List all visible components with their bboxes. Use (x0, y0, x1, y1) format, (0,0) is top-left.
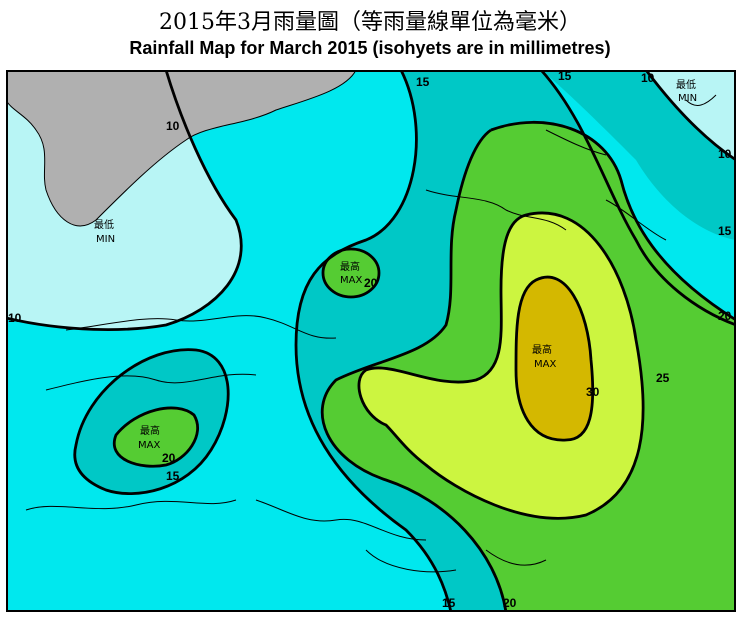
coastlines (25, 94, 717, 573)
zone-25-30 (358, 212, 644, 519)
label-25-right: 25 (656, 371, 670, 385)
max-east-zh: 最高 (532, 343, 552, 356)
zone-20-25-sw (114, 407, 198, 467)
label-30-center: 30 (586, 385, 600, 399)
land-mainland (6, 70, 357, 227)
max-center-zh: 最高 (340, 260, 360, 273)
min-ne-en: MIN (678, 93, 697, 104)
label-20-sw: 20 (162, 451, 176, 465)
label-20-center: 20 (364, 276, 378, 290)
max-east-en: MAX (534, 359, 556, 370)
zone-20-25-small (323, 249, 379, 297)
extreme-markers: 最低 MIN 最低 MIN 最高 MAX 最高 MAX 最高 MAX (94, 78, 697, 451)
label-10-left: 10 (8, 311, 22, 325)
label-15-right: 15 (718, 224, 732, 238)
contour-labels: 10 15 15 10 10 15 20 10 20 25 30 20 15 1… (8, 69, 732, 610)
label-10-right: 10 (718, 147, 732, 161)
label-10-top-b: 10 (641, 71, 655, 85)
max-center-en: MAX (340, 275, 362, 286)
label-20-bottom: 20 (503, 596, 517, 610)
rainfall-map: 10 15 15 10 10 15 20 10 20 25 30 20 15 1… (6, 69, 736, 612)
label-15-top-a: 15 (416, 75, 430, 89)
label-15-sw: 15 (166, 469, 180, 483)
min-ne-zh: 最低 (676, 78, 696, 91)
label-10-top: 10 (166, 119, 180, 133)
isohyets (6, 70, 736, 612)
min-nw-en: MIN (96, 234, 115, 245)
min-nw-zh: 最低 (94, 218, 114, 231)
max-sw-en: MAX (138, 440, 160, 451)
zone-gt30 (516, 277, 593, 441)
label-15-top-b: 15 (558, 70, 572, 83)
label-20-right: 20 (718, 309, 732, 323)
max-sw-zh: 最高 (140, 424, 160, 437)
zone-lt10-ne (646, 70, 736, 160)
label-15-bottom: 15 (442, 596, 456, 610)
english-title: Rainfall Map for March 2015 (isohyets ar… (129, 38, 611, 58)
map-frame (6, 70, 736, 612)
map-svg: 10 15 15 10 10 15 20 10 20 25 30 20 15 1… (6, 69, 736, 612)
zone-15-20 (422, 70, 736, 240)
chinese-title: 2015年3月雨量圖（等雨量線單位為毫米） (159, 10, 581, 35)
